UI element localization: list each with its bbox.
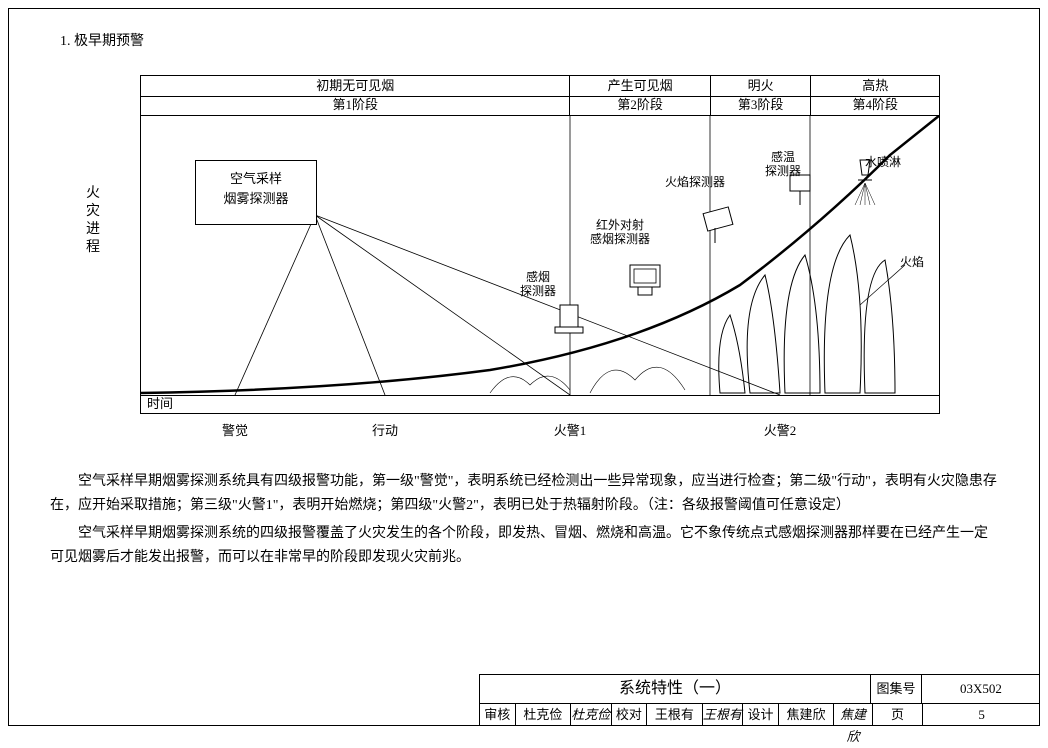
stage-number-cell: 第2阶段 [570, 95, 710, 115]
stage-header-cell: 产生可见烟 [570, 76, 710, 96]
stage-header-cell: 高热 [811, 76, 939, 96]
body-text: 空气采样早期烟雾探测系统具有四级报警功能，第一级"警觉"，表明系统已经检测出一些… [50, 470, 998, 574]
stage-number-cell: 第1阶段 [141, 95, 570, 115]
ir-beam-detector-label: 红外对射感烟探测器 [590, 218, 650, 246]
check-label: 校对 [612, 704, 648, 726]
x-axis-labels: 警觉 行动 火警1 火警2 [140, 420, 940, 440]
fire-progress-diagram: 火灾进程 初期无可见烟产生可见烟明火高热 第1阶段第2阶段第3阶段第4阶段 空气… [120, 75, 940, 445]
book-no: 03X502 [922, 675, 1040, 703]
check-name: 王根有 [647, 704, 702, 726]
page-label: 页 [873, 704, 923, 726]
stage-number-cell: 第3阶段 [711, 95, 812, 115]
page-no: 5 [923, 704, 1040, 726]
y-axis-label: 火灾进程 [85, 185, 101, 257]
flame-detector-label: 火焰探测器 [665, 175, 725, 189]
sprinkler-label: 水喷淋 [865, 155, 901, 169]
body-paragraph: 空气采样早期烟雾探测系统的四级报警覆盖了火灾发生的各个阶段，即发热、冒烟、燃烧和… [50, 522, 998, 570]
design-label: 设计 [743, 704, 779, 726]
stage-header-row1: 初期无可见烟产生可见烟明火高热 [140, 75, 940, 97]
xaxis-tick-label: 火警2 [764, 420, 797, 439]
xaxis-tick-label: 火警1 [554, 420, 587, 439]
air-sampling-detector-box: 空气采样 烟雾探测器 [195, 160, 317, 225]
drawing-title: 系统特性（一） [480, 675, 871, 703]
section-title: 1. 极早期预警 [60, 30, 144, 50]
stage-header-row2: 第1阶段第2阶段第3阶段第4阶段 [140, 95, 940, 116]
flame-label: 火焰 [900, 255, 924, 269]
time-axis-band: 时间 [140, 395, 940, 414]
body-paragraph: 空气采样早期烟雾探测系统具有四级报警功能，第一级"警觉"，表明系统已经检测出一些… [50, 470, 998, 518]
temp-detector-label: 感温探测器 [765, 150, 801, 178]
sampler-line1: 空气采样 [196, 169, 316, 189]
stage-number-cell: 第4阶段 [811, 95, 939, 115]
stage-header-cell: 明火 [711, 76, 812, 96]
xaxis-tick-label: 行动 [372, 420, 398, 439]
design-name: 焦建欣 [779, 704, 834, 726]
review-label: 审核 [480, 704, 516, 726]
title-block: 系统特性（一） 图集号 03X502 审核 杜克俭 杜克俭 校对 王根有 王根有… [479, 674, 1040, 726]
xaxis-tick-label: 警觉 [222, 420, 248, 439]
check-signature: 王根有 [703, 704, 744, 726]
smoke-detector-label: 感烟探测器 [520, 270, 556, 298]
review-signature: 杜克俭 [571, 704, 612, 726]
stage-header-cell: 初期无可见烟 [141, 76, 570, 96]
book-no-label: 图集号 [871, 675, 922, 703]
time-label: 时间 [147, 396, 173, 411]
plot-area [140, 115, 940, 396]
sampler-line2: 烟雾探测器 [196, 189, 316, 209]
review-name: 杜克俭 [516, 704, 571, 726]
design-signature: 焦建欣 [834, 704, 873, 726]
